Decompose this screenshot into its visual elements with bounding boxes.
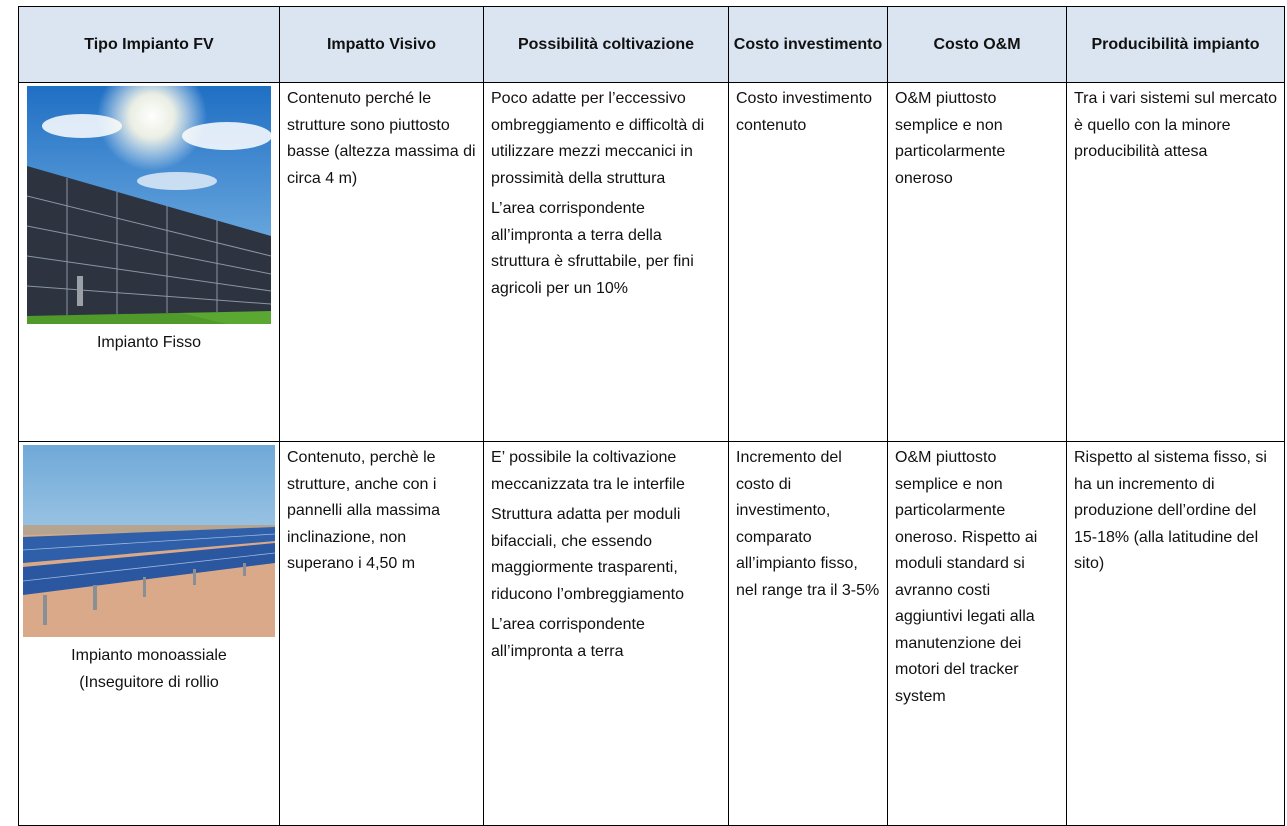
cell-paragraph: Incremento del costo di investimento, co…: [736, 449, 880, 599]
cell-paragraph: O&M piuttosto semplice e non particolarm…: [895, 90, 1006, 187]
header-cell: Producibilità impianto: [1066, 6, 1285, 83]
table-cell: Contenuto, perchè le strutture, anche co…: [279, 441, 484, 826]
header-cell: Costo investimento: [728, 6, 888, 83]
type-caption: (Inseguitore di rollio: [79, 673, 219, 691]
cell-paragraph: Poco adatte per l’eccessivo ombreggiamen…: [491, 90, 705, 187]
table-cell: Rispetto al sistema fisso, si ha un incr…: [1066, 441, 1285, 826]
header-cell: Costo O&M: [887, 6, 1067, 83]
table-row: Impianto Fisso Contenuto perché le strutt…: [18, 82, 1285, 442]
header-cell: Possibilità coltivazione: [483, 6, 729, 83]
fixed-plant-photo: [27, 86, 271, 324]
table-cell: Tra i vari sistemi sul mercato è quello …: [1066, 82, 1285, 442]
comparison-table: Tipo Impianto FV Impatto Visivo Possibilit…: [18, 6, 1285, 826]
cell-paragraph: L’area corrispondente all’impronta a ter…: [491, 616, 645, 660]
type-cell: Impianto Fisso: [18, 82, 280, 442]
table-cell: Costo investimento contenuto: [728, 82, 888, 442]
cell-paragraph: Tra i vari sistemi sul mercato è quello …: [1074, 90, 1277, 160]
cell-paragraph: Rispetto al sistema fisso, si ha un incr…: [1074, 449, 1267, 572]
cell-paragraph: Contenuto, perchè le strutture, anche co…: [287, 449, 440, 572]
cell-paragraph: Struttura adatta per moduli bifacciali, …: [491, 506, 684, 603]
table-cell: Contenuto perché le strutture sono piutt…: [279, 82, 484, 442]
cell-paragraph: Contenuto perché le strutture sono piutt…: [287, 90, 476, 187]
cell-paragraph: L’area corrispondente all’impronta a ter…: [491, 200, 694, 297]
type-caption: Impianto monoassiale: [71, 647, 227, 664]
type-cell: Impianto monoassiale (Inseguitore di roll…: [18, 441, 280, 826]
header-cell: Tipo Impianto FV: [18, 6, 280, 83]
table-row: Impianto monoassiale (Inseguitore di roll…: [18, 441, 1285, 826]
table-cell: O&M piuttosto semplice e non particolarm…: [887, 82, 1067, 442]
type-caption: Impianto Fisso: [96, 334, 202, 351]
cell-paragraph: Costo investimento contenuto: [736, 90, 873, 134]
header-cell: Impatto Visivo: [279, 6, 484, 83]
table-cell: Poco adatte per l’eccessivo ombreggiamen…: [483, 82, 729, 442]
table-cell: Incremento del costo di investimento, co…: [728, 441, 888, 826]
table-cell: E’ possibile la coltivazione meccanizzat…: [483, 441, 729, 826]
table-cell: O&M piuttosto semplice e non particolarm…: [887, 441, 1067, 826]
cell-paragraph: O&M piuttosto semplice e non particolarm…: [895, 449, 1038, 705]
cell-paragraph: E’ possibile la coltivazione meccanizzat…: [491, 449, 685, 493]
tracker-plant-photo: [23, 445, 275, 637]
header-row: Tipo Impianto FV Impatto Visivo Possibilit…: [18, 6, 1285, 83]
